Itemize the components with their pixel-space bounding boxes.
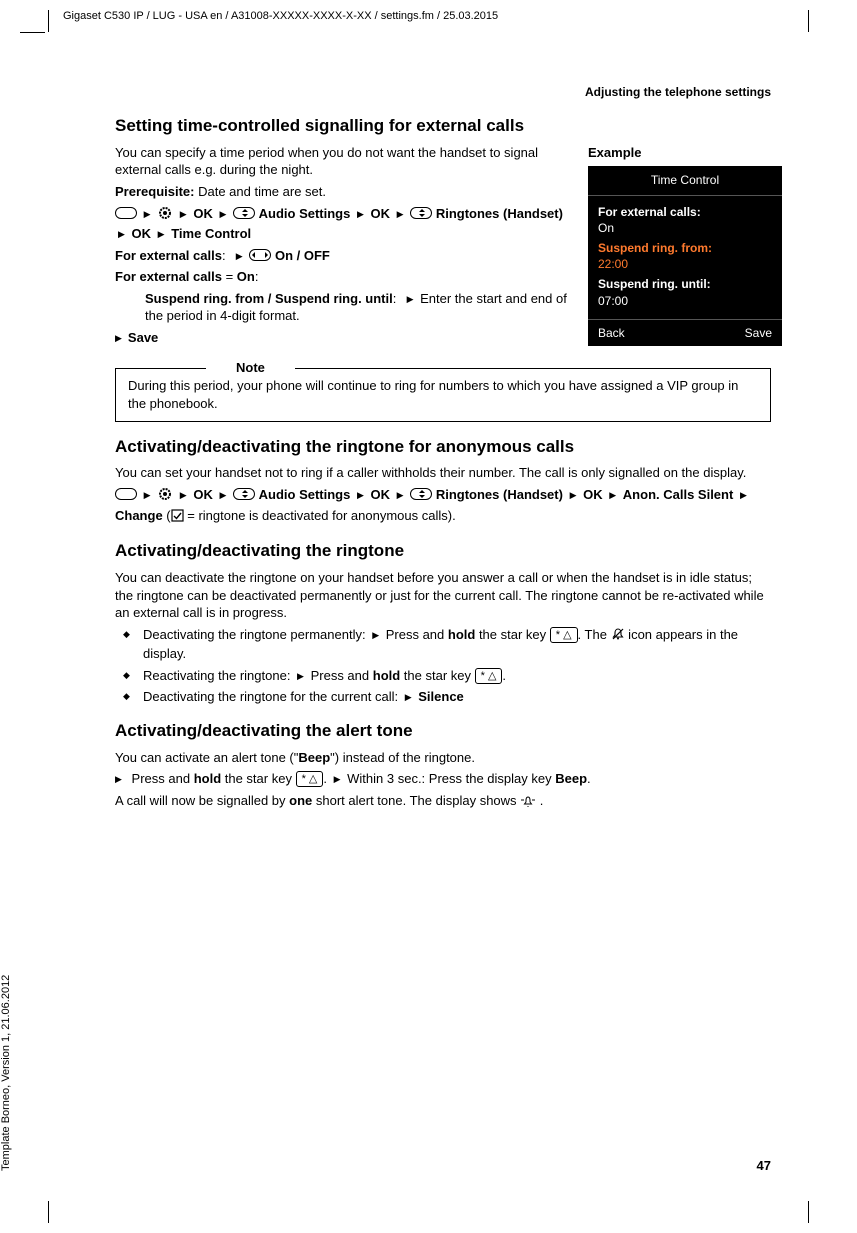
updown-icon (410, 207, 432, 219)
leftright-icon (249, 249, 271, 261)
screen-row-value: 07:00 (598, 293, 772, 309)
heading-anon-calls: Activating/deactivating the ringtone for… (115, 436, 771, 459)
heading-time-controlled: Setting time-controlled signalling for e… (115, 115, 771, 138)
gear-icon (157, 486, 173, 507)
section1-text: You can specify a time period when you d… (115, 144, 573, 350)
s4-steps: Press and hold the star key * △. Within … (115, 770, 771, 788)
s3-intro: You can deactivate the ringtone on your … (115, 569, 771, 622)
note-text: During this period, your phone will cont… (128, 378, 738, 411)
note-box: Note During this period, your phone will… (115, 368, 771, 421)
s1-save: Save (115, 329, 573, 347)
beep-icon (520, 794, 536, 813)
example-label: Example (588, 144, 782, 162)
screen-row-label: For external calls: (598, 204, 772, 220)
s1-intro: You can specify a time period when you d… (115, 144, 573, 179)
heading-alert-tone: Activating/deactivating the alert tone (115, 720, 771, 743)
s1-prereq: Prerequisite: Date and time are set. (115, 183, 573, 201)
star-key: * △ (550, 627, 578, 643)
note-label: Note (206, 359, 295, 377)
screen-row-label: Suspend ring. until: (598, 276, 772, 292)
list-item: Deactivating the ringtone permanently: P… (129, 626, 771, 663)
phone-screen-example: Time Control For external calls: On Susp… (588, 166, 782, 346)
checkbox-icon (171, 509, 184, 527)
updown-icon (233, 207, 255, 219)
screen-title: Time Control (588, 166, 782, 195)
s4-intro: You can activate an alert tone ("Beep") … (115, 749, 771, 767)
running-header: Adjusting the telephone settings (585, 85, 771, 99)
s1-fec: For external calls: On / OFF (115, 247, 573, 265)
list-item: Reactivating the ringtone: Press and hol… (129, 667, 771, 685)
s1-suspend: Suspend ring. from / Suspend ring. until… (145, 290, 573, 325)
star-key: * △ (475, 668, 503, 684)
screen-back: Back (598, 325, 625, 341)
updown-icon (410, 488, 432, 500)
gear-icon (157, 205, 173, 226)
heading-ringtone: Activating/deactivating the ringtone (115, 540, 771, 563)
doc-header-path: Gigaset C530 IP / LUG - USA en / A31008-… (63, 10, 498, 22)
screen-row-value-highlight: 22:00 (598, 256, 772, 272)
page-number: 47 (757, 1158, 771, 1173)
star-key: * △ (296, 771, 324, 787)
s2-nav: OK Audio Settings OK Ringtones (Handset)… (115, 486, 771, 526)
s2-intro: You can set your handset not to ring if … (115, 464, 771, 482)
menu-key-icon (115, 488, 137, 500)
template-version: Template Borneo, Version 1, 21.06.2012 (0, 975, 12, 1171)
example-column: Example Time Control For external calls:… (588, 144, 782, 350)
s1-fec-on: For external calls = On: (115, 268, 573, 286)
s1-nav: OK Audio Settings OK Ringtones (Handset)… (115, 205, 573, 243)
screen-save: Save (745, 325, 772, 341)
screen-row-value: On (598, 220, 772, 236)
list-item: Deactivating the ringtone for the curren… (129, 688, 771, 706)
menu-key-icon (115, 207, 137, 219)
screen-row-label-highlight: Suspend ring. from: (598, 240, 772, 256)
s4-result: A call will now be signalled by one shor… (115, 792, 771, 813)
s3-list: Deactivating the ringtone permanently: P… (129, 626, 771, 706)
updown-icon (233, 488, 255, 500)
bell-mute-icon (611, 627, 625, 646)
page-content: Setting time-controlled signalling for e… (115, 115, 771, 816)
